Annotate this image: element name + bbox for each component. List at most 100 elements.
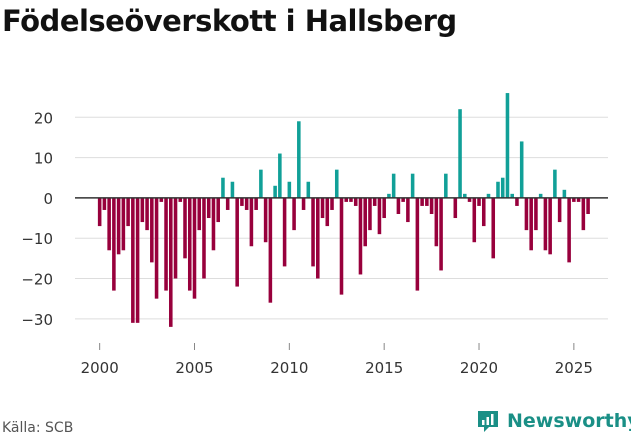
bar — [420, 197, 424, 206]
bar — [519, 141, 524, 198]
bar — [154, 197, 159, 299]
bar — [259, 169, 263, 198]
bar — [292, 197, 296, 231]
bar — [524, 197, 529, 231]
bar — [401, 197, 405, 202]
bar — [306, 181, 311, 198]
bar — [183, 197, 187, 259]
bar — [263, 197, 268, 243]
x-tick-label: 2015 — [365, 359, 403, 377]
x-tick-label: 2020 — [460, 359, 498, 377]
bar — [363, 197, 367, 247]
bar — [287, 181, 292, 198]
bar — [112, 197, 116, 291]
y-axis-ticks: −30 −20 −10 0 10 20 — [21, 109, 53, 329]
bar — [425, 197, 429, 206]
x-tick-label: 2000 — [81, 359, 119, 377]
bar — [97, 197, 102, 227]
bar — [543, 197, 548, 251]
bar — [159, 197, 164, 202]
bar — [576, 197, 581, 202]
y-tick-label: −20 — [21, 271, 53, 289]
bar — [225, 197, 230, 210]
bar — [216, 197, 220, 223]
bar — [273, 185, 277, 198]
bar — [244, 197, 249, 210]
y-tick-label: −30 — [21, 311, 53, 329]
bar — [534, 197, 538, 231]
bar — [557, 197, 562, 223]
bar — [278, 153, 282, 198]
x-tick-label: 2005 — [175, 359, 213, 377]
bar — [173, 197, 178, 279]
brand-logo: Newsworthy — [475, 408, 631, 434]
bar — [325, 197, 330, 227]
bar — [567, 197, 571, 263]
bar — [230, 181, 235, 198]
bar — [510, 193, 514, 198]
bar — [391, 173, 396, 198]
bar — [581, 197, 586, 231]
bar — [505, 93, 510, 198]
bar — [529, 197, 533, 251]
bar — [192, 197, 197, 299]
bar — [368, 197, 372, 231]
bar — [429, 197, 434, 214]
bar — [178, 197, 183, 202]
bar — [311, 197, 315, 267]
y-tick-label: 0 — [43, 190, 53, 208]
bar — [496, 181, 500, 198]
bar — [135, 197, 140, 323]
bar — [396, 197, 401, 214]
bar — [268, 197, 273, 303]
bar — [481, 197, 486, 227]
bar — [477, 197, 481, 206]
bar — [415, 197, 420, 291]
bar — [458, 109, 462, 198]
bar — [434, 197, 439, 247]
bar — [249, 197, 254, 247]
y-tick-label: 20 — [34, 109, 53, 127]
bar — [453, 197, 458, 219]
bar — [344, 197, 349, 202]
bar — [372, 197, 377, 206]
bar — [145, 197, 149, 231]
x-tick-label: 2010 — [270, 359, 308, 377]
bar — [500, 177, 505, 198]
bar — [410, 173, 415, 198]
bar — [164, 197, 168, 291]
bar — [334, 169, 339, 198]
bar — [169, 197, 173, 327]
x-axis-ticks: 2000 2005 2010 2015 2020 2025 — [81, 343, 593, 377]
bar — [102, 197, 107, 210]
bar — [107, 197, 111, 251]
bar — [339, 197, 344, 295]
bar — [301, 197, 306, 210]
bar — [202, 197, 206, 279]
y-tick-label: 10 — [34, 150, 53, 168]
bar — [553, 169, 557, 198]
bar — [439, 197, 443, 271]
bar — [538, 193, 543, 198]
bar — [353, 197, 358, 206]
bar — [486, 193, 491, 198]
bar — [406, 197, 410, 223]
chart-title: Födelseöverskott i Hallsberg — [2, 4, 457, 38]
bar — [467, 197, 472, 202]
bar — [387, 193, 391, 198]
bar — [126, 197, 130, 227]
bar — [316, 197, 320, 279]
bar — [377, 197, 382, 235]
source-note: Källa: SCB — [2, 420, 74, 436]
bar — [562, 189, 567, 198]
x-tick-label: 2025 — [555, 359, 593, 377]
bar — [254, 197, 258, 210]
brand-name: Newsworthy — [507, 410, 631, 432]
bar — [131, 197, 135, 323]
bar — [150, 197, 154, 263]
bar — [221, 177, 225, 198]
bar — [197, 197, 202, 231]
bar — [211, 197, 216, 251]
bar — [515, 197, 519, 206]
